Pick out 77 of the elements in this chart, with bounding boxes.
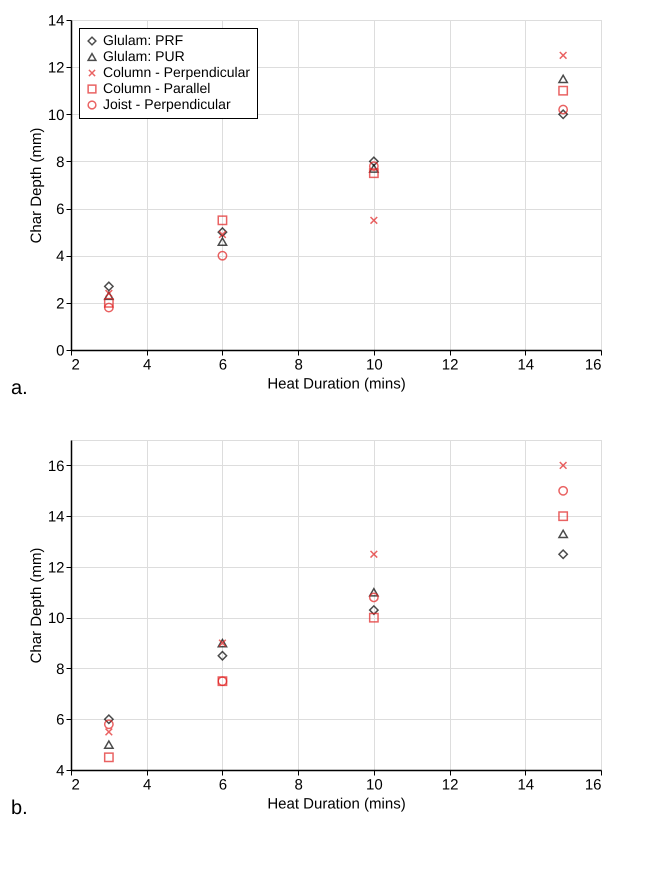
y-tick-label: 12 (48, 60, 64, 77)
point (218, 230, 227, 239)
y-tick-label: 14 (48, 12, 64, 30)
point (558, 74, 568, 84)
y-tick-label: 4 (56, 248, 64, 266)
y-tick-label: 12 (48, 559, 64, 576)
point (104, 728, 113, 736)
point (559, 51, 568, 60)
y-tick-label: 2 (56, 295, 64, 312)
x-tick-label: 6 (218, 776, 228, 794)
point (370, 550, 378, 558)
x-tick-label: 10 (366, 356, 383, 374)
y-tick-label: 8 (56, 154, 64, 171)
x-axis-title: Heat Duration (mins) (267, 796, 406, 812)
x-tick-label: 2 (72, 356, 80, 374)
point (217, 650, 228, 661)
point (368, 592, 379, 602)
y-tick-label: 0 (56, 342, 64, 360)
point (104, 291, 114, 300)
legend-label: Column - Parallel (103, 80, 210, 96)
point (368, 164, 379, 173)
point (104, 281, 114, 292)
point (558, 86, 568, 96)
legend-label: Joist - Perpendicular (103, 96, 231, 112)
y-tick-label: 8 (56, 660, 64, 678)
y-tick-label: 10 (48, 610, 64, 628)
point (558, 549, 568, 560)
point (217, 237, 228, 246)
y-tick-label: 4 (56, 762, 64, 780)
legend-label: Glulam: PRF (103, 32, 184, 48)
y-tick-label: 14 (48, 508, 64, 526)
point (104, 714, 114, 724)
y-tick-label: 6 (56, 201, 64, 218)
x-tick-label: 12 (442, 776, 458, 794)
point (558, 511, 568, 522)
x-tick-label: 8 (294, 776, 303, 794)
point (368, 156, 379, 166)
y-tick-label: 6 (56, 712, 64, 729)
point (558, 109, 568, 120)
point (217, 250, 228, 261)
point (368, 612, 379, 623)
point (368, 168, 379, 178)
x-tick-label: 16 (584, 776, 602, 794)
point (104, 740, 114, 749)
point (559, 461, 568, 470)
point (104, 719, 114, 730)
point (558, 486, 568, 496)
point (104, 302, 114, 312)
point (104, 298, 114, 308)
point (370, 216, 378, 224)
point (217, 215, 228, 226)
x-tick-label: 14 (517, 356, 534, 374)
x-tick-label: 10 (366, 776, 383, 794)
y-axis-title: Char Depth (mm) (28, 548, 45, 664)
x-tick-label: 2 (72, 776, 80, 794)
x-tick-label: 4 (143, 356, 152, 374)
x-axis-title: Heat Duration (mins) (267, 376, 406, 392)
point (558, 104, 568, 114)
y-axis-title: Char Depth (mm) (28, 128, 45, 244)
point (368, 605, 379, 616)
y-tick-label: 16 (48, 458, 64, 475)
x-tick-label: 12 (442, 356, 458, 374)
x-tick-label: 4 (143, 776, 152, 794)
text: b. (11, 797, 28, 819)
point (217, 227, 228, 238)
point (558, 530, 568, 538)
x-tick-label: 14 (517, 776, 534, 794)
legend-label: Glulam: PUR (103, 48, 185, 64)
legend-label: Column - Perpendicular (103, 64, 250, 80)
x-tick-label: 6 (218, 356, 228, 374)
x-tick-label: 8 (294, 356, 303, 374)
x-tick-label: 16 (584, 356, 602, 374)
point (368, 588, 379, 597)
point (104, 752, 114, 762)
text: a. (11, 377, 28, 399)
y-tick-label: 10 (48, 106, 64, 124)
point (104, 289, 113, 298)
